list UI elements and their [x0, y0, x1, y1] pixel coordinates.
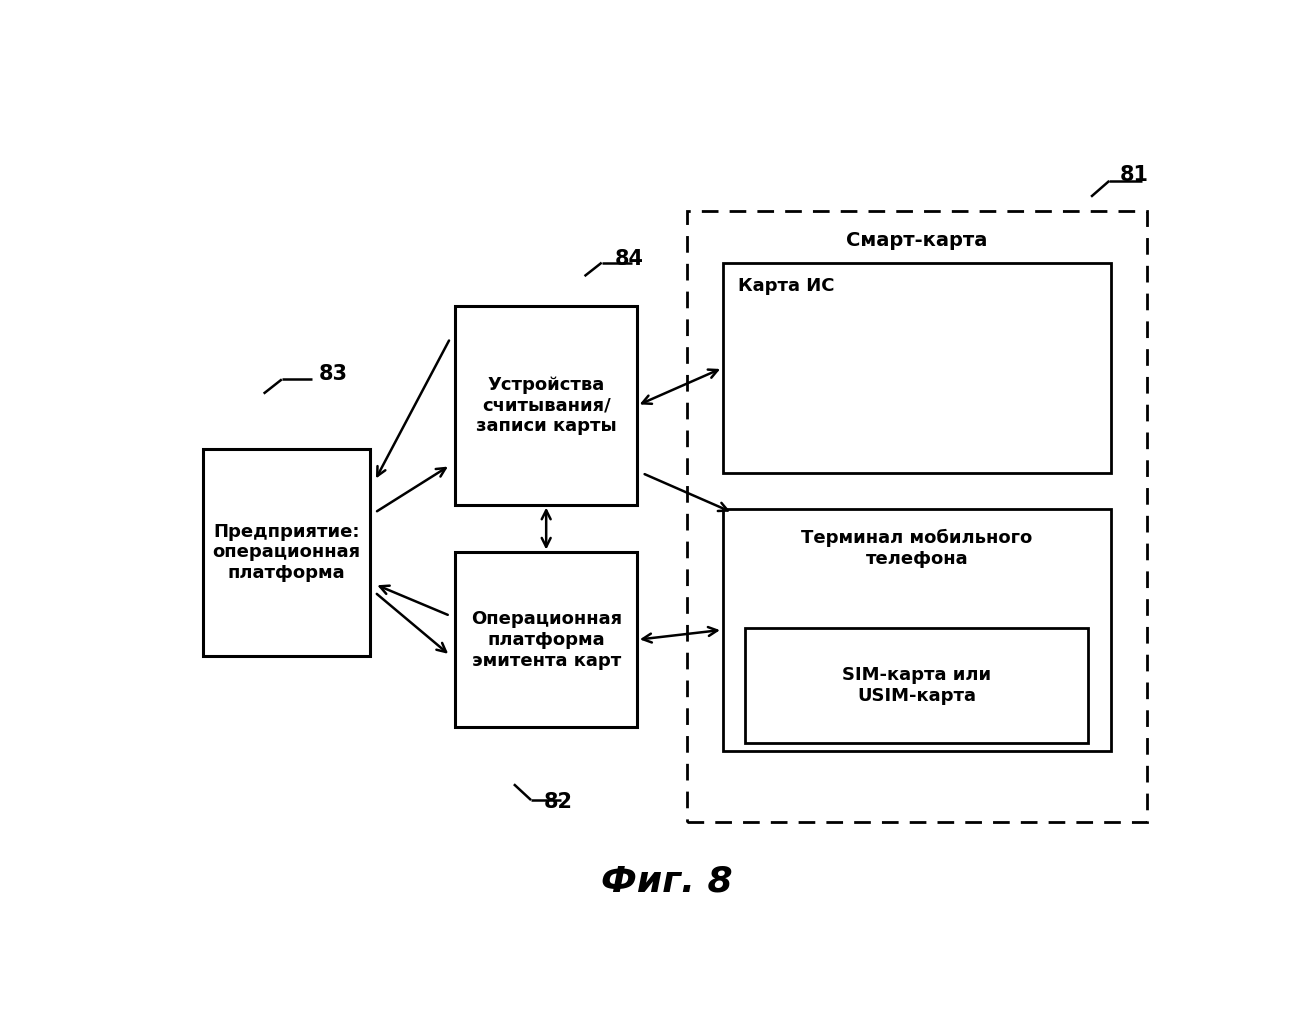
Text: Устройства
считывания/
записи карты: Устройства считывания/ записи карты: [475, 375, 617, 435]
Bar: [723, 263, 1112, 473]
Bar: [456, 306, 637, 505]
Text: Терминал мобильного
телефона: Терминал мобильного телефона: [802, 529, 1032, 567]
Bar: [456, 553, 637, 727]
Bar: [745, 628, 1088, 743]
Text: Фиг. 8: Фиг. 8: [602, 865, 733, 899]
Bar: [687, 211, 1147, 823]
Text: Смарт-карта: Смарт-карта: [846, 231, 988, 250]
Text: Предприятие:
операционная
платформа: Предприятие: операционная платформа: [212, 523, 361, 583]
Text: SIM-карта или
USIM-карта: SIM-карта или USIM-карта: [842, 666, 991, 705]
Bar: [723, 508, 1112, 751]
Text: 84: 84: [615, 248, 643, 269]
Text: 83: 83: [319, 364, 348, 384]
Text: 82: 82: [544, 793, 573, 812]
Text: Операционная
платформа
эмитента карт: Операционная платформа эмитента карт: [470, 610, 622, 669]
Text: 81: 81: [1120, 165, 1148, 186]
Bar: [203, 450, 370, 656]
Text: Карта ИС: Карта ИС: [738, 277, 835, 295]
